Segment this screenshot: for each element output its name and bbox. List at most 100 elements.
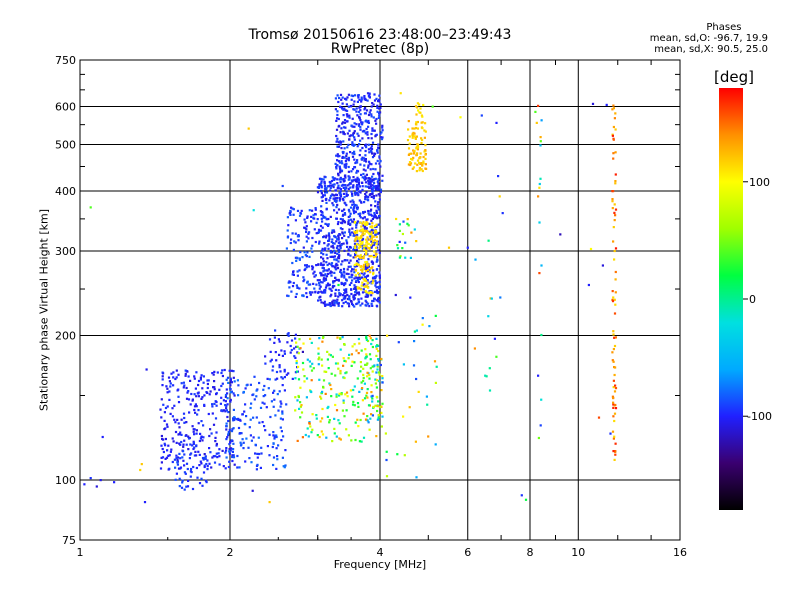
data-point [414, 126, 418, 130]
data-point [288, 286, 291, 289]
data-point [614, 182, 617, 185]
data-point [362, 228, 365, 231]
data-points [83, 92, 618, 504]
data-point [362, 436, 366, 439]
data-point [370, 149, 373, 152]
data-point [172, 440, 175, 443]
data-point [230, 369, 233, 372]
data-point [380, 138, 384, 141]
data-point [348, 183, 351, 186]
data-point [307, 435, 310, 438]
data-point [304, 433, 307, 437]
data-point [248, 457, 251, 460]
data-point [309, 293, 312, 296]
data-point [359, 109, 362, 112]
data-point [303, 226, 306, 229]
data-point [199, 437, 202, 440]
data-point [345, 242, 349, 245]
data-point [339, 247, 342, 250]
data-point [272, 456, 276, 459]
data-point [374, 168, 377, 171]
data-point [287, 294, 290, 298]
data-point [201, 484, 204, 487]
data-point [183, 384, 186, 387]
data-point [272, 431, 275, 434]
data-point [243, 422, 246, 426]
data-point [365, 337, 368, 340]
data-point [215, 404, 218, 407]
data-point [488, 389, 492, 392]
data-point [338, 154, 341, 158]
data-point [313, 270, 316, 273]
data-point [611, 198, 614, 201]
data-point [319, 395, 322, 398]
data-point [173, 404, 176, 407]
data-point [212, 455, 215, 458]
data-point [379, 103, 382, 106]
data-point [358, 214, 361, 217]
data-point [376, 379, 379, 382]
data-point [611, 351, 614, 354]
data-point [291, 285, 295, 288]
data-point [368, 193, 371, 197]
data-point [342, 140, 345, 143]
data-point [484, 374, 487, 377]
data-point [340, 281, 343, 284]
data-point [346, 96, 349, 99]
data-point [225, 378, 228, 381]
data-point [360, 268, 363, 271]
data-point [328, 382, 331, 385]
data-point [328, 262, 331, 265]
data-point [605, 103, 608, 106]
data-point [329, 354, 332, 357]
data-point [224, 410, 227, 413]
data-point [368, 233, 371, 236]
x-tick-label: 8 [527, 546, 534, 559]
data-point [374, 378, 377, 381]
data-point [318, 378, 321, 381]
data-point [328, 421, 331, 424]
data-point [350, 439, 353, 442]
data-point [346, 259, 349, 262]
data-point [331, 244, 334, 247]
data-point [335, 167, 338, 170]
data-point [538, 221, 541, 224]
data-point [171, 437, 174, 440]
data-point [281, 384, 284, 387]
data-point [347, 165, 350, 169]
data-point [318, 279, 321, 282]
data-point [224, 393, 228, 397]
data-point [343, 174, 347, 177]
data-point [339, 198, 342, 201]
data-point [376, 110, 379, 113]
data-point [612, 104, 615, 107]
data-point [363, 285, 366, 288]
data-point [305, 228, 308, 231]
data-point [180, 382, 183, 385]
data-point [381, 415, 384, 418]
data-point [371, 175, 374, 178]
data-point [269, 350, 272, 353]
data-point [174, 430, 178, 434]
data-point [353, 94, 357, 97]
data-point [186, 391, 189, 394]
data-point [299, 386, 302, 389]
data-point [160, 416, 163, 419]
data-point [348, 245, 352, 249]
data-point [319, 224, 323, 228]
data-point [271, 365, 275, 368]
data-point [302, 342, 305, 345]
data-point [351, 304, 355, 307]
data-point [276, 458, 279, 461]
data-point [334, 264, 337, 267]
data-point [345, 409, 348, 412]
data-point [209, 390, 212, 393]
data-point [324, 222, 327, 225]
data-point [274, 329, 277, 332]
data-point [363, 277, 366, 281]
data-point [89, 206, 92, 209]
data-point [612, 360, 615, 363]
data-point [326, 282, 330, 285]
data-point [293, 240, 296, 243]
data-point [358, 237, 361, 240]
